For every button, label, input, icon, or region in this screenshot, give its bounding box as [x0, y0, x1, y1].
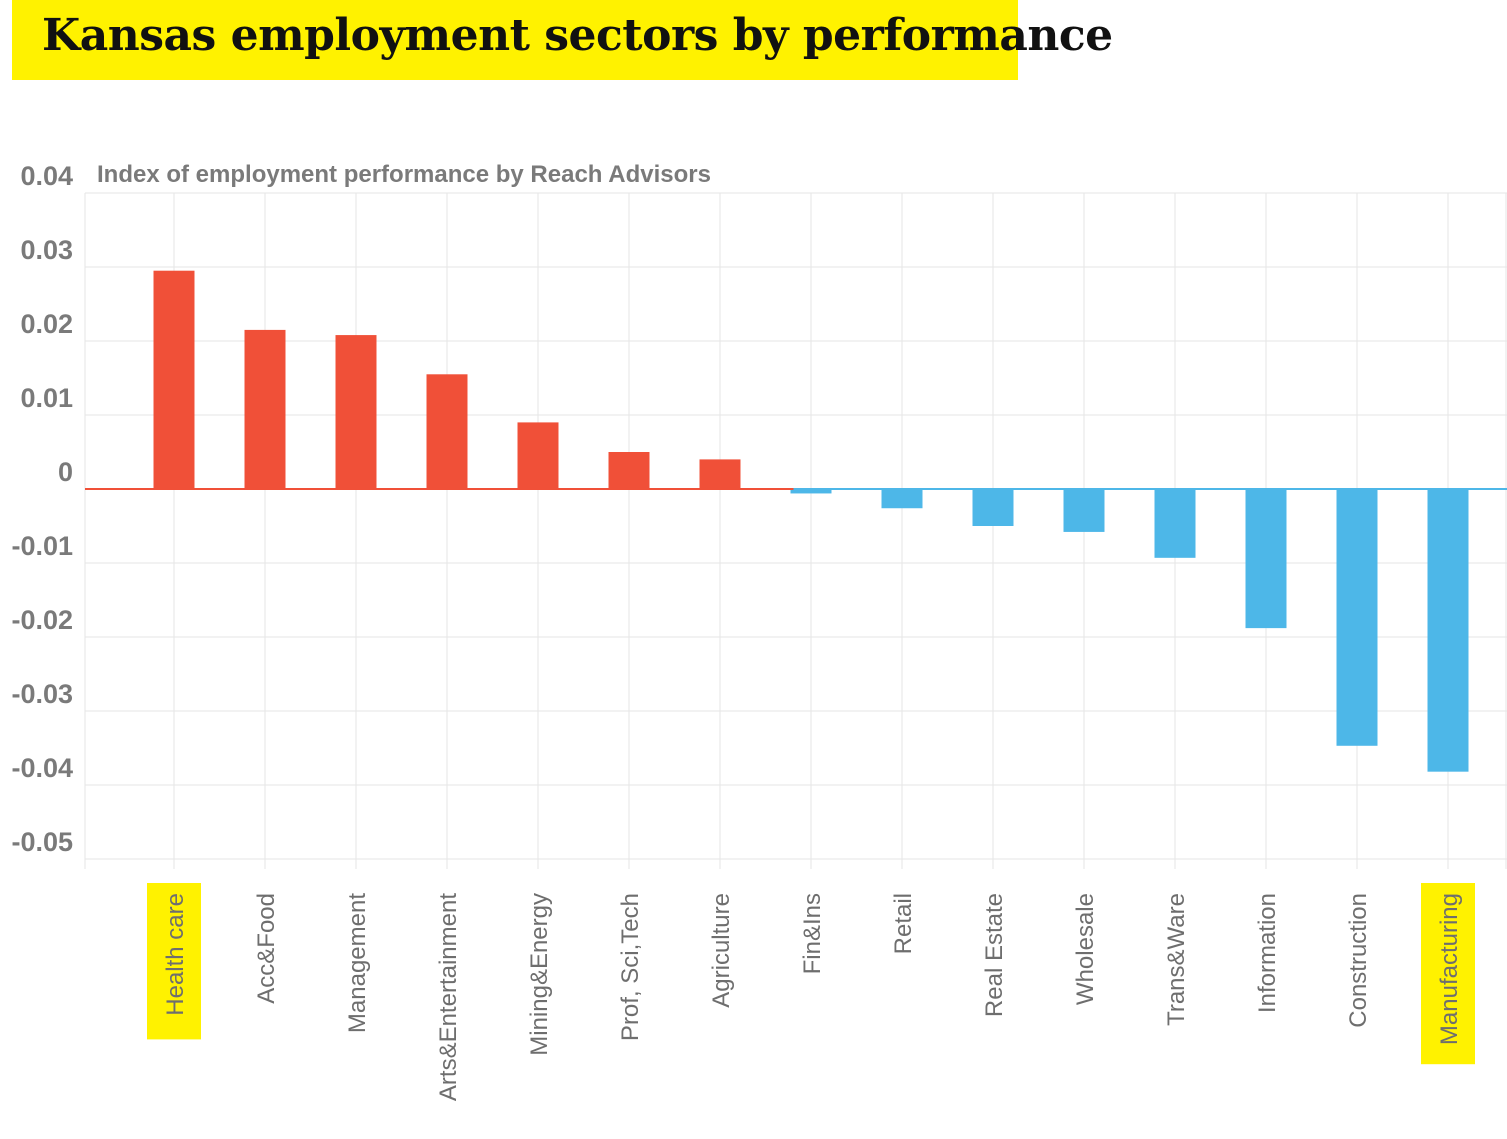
category-label: Prof, Sci,Tech [617, 893, 644, 1041]
y-tick-label: 0.02 [20, 309, 73, 339]
category-label-group: Information [1254, 893, 1281, 1013]
chart-subtitle: Index of employment performance by Reach… [97, 161, 711, 188]
chart-title: Kansas employment sectors by performance [42, 10, 1113, 61]
category-label-group: Health care [147, 883, 201, 1040]
category-label: Real Estate [981, 893, 1008, 1017]
category-label: Retail [890, 893, 917, 954]
category-label-group: Acc&Food [253, 893, 280, 1004]
y-tick-label: 0.04 [20, 161, 73, 191]
category-label-group: Real Estate [981, 893, 1008, 1017]
category-label-group: Wholesale [1072, 893, 1099, 1005]
category-highlight [1421, 883, 1475, 1065]
bar-trans-ware [1154, 489, 1196, 558]
category-label: Trans&Ware [1163, 893, 1190, 1026]
y-tick-label: 0 [58, 457, 73, 487]
category-label-group: Manufacturing [1421, 883, 1475, 1065]
category-label: Agriculture [708, 893, 735, 1008]
bar-mining-energy [517, 422, 559, 489]
category-label: Acc&Food [253, 893, 280, 1004]
gridlines [84, 192, 1507, 869]
bar-prof-sci-tech [608, 452, 650, 489]
bar-acc-food [244, 329, 286, 489]
bar-manufacturing [1427, 489, 1469, 772]
bar-construction [1336, 489, 1378, 746]
y-axis-ticks: 0.04 0.03 0.02 0.01 0 -0.01 -0.02 -0.03 -0.04 -0.… [11, 161, 73, 857]
y-tick-label: -0.02 [11, 605, 73, 635]
category-label-group: Agriculture [708, 893, 735, 1008]
bar-wholesale [1063, 489, 1105, 532]
y-tick-label: -0.03 [11, 679, 73, 709]
category-label-group: Construction [1345, 893, 1372, 1028]
category-label: Fin&Ins [799, 893, 826, 974]
bar-agriculture [699, 459, 741, 489]
bar-information [1245, 489, 1287, 629]
category-label: Manufacturing [1436, 893, 1463, 1045]
category-label: Information [1254, 893, 1281, 1013]
category-label-group: Trans&Ware [1163, 893, 1190, 1026]
bar-fin-ins [790, 489, 832, 494]
bars [153, 270, 1469, 772]
category-labels: Health care Acc&Food Management Arts&Entert… [147, 883, 1475, 1101]
category-highlight [147, 883, 201, 1040]
category-label-group: Prof, Sci,Tech [617, 893, 644, 1041]
bar-management [335, 335, 377, 489]
y-tick-label: -0.01 [11, 531, 73, 561]
y-tick-label: 0.03 [20, 235, 73, 265]
y-tick-label: 0.01 [20, 383, 73, 413]
bar-real-estate [972, 489, 1014, 526]
category-label: Health care [162, 893, 189, 1016]
bar-retail [881, 489, 923, 509]
category-label-group: Retail [890, 893, 917, 954]
category-label-group: Management [344, 893, 371, 1033]
category-label: Construction [1345, 893, 1372, 1028]
bar-arts-entertainment [426, 374, 468, 489]
category-label: Wholesale [1072, 893, 1099, 1005]
category-label: Mining&Energy [526, 893, 553, 1056]
y-tick-label: -0.05 [11, 827, 73, 857]
category-label: Management [344, 893, 371, 1033]
category-label-group: Fin&Ins [799, 893, 826, 974]
title-highlight-box: Kansas employment sectors by performance [12, 0, 1113, 80]
category-label-group: Arts&Entertainment [435, 893, 462, 1101]
category-label: Arts&Entertainment [435, 893, 462, 1101]
bar-health-care [153, 270, 195, 489]
category-label-group: Mining&Energy [526, 893, 553, 1056]
y-tick-label: -0.04 [11, 753, 73, 783]
